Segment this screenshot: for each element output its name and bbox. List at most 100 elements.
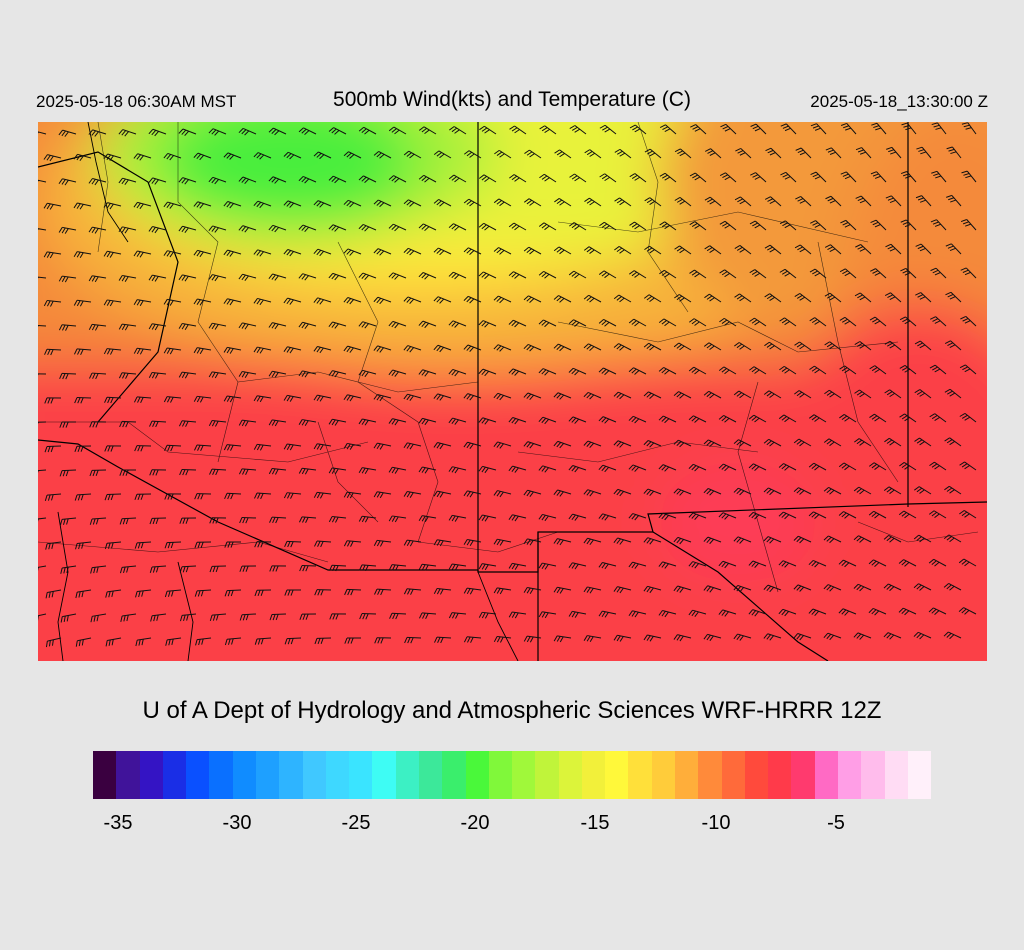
wind-barb (448, 466, 467, 474)
wind-barb (900, 219, 917, 231)
wind-barb (118, 226, 137, 234)
wind-barb (614, 148, 632, 159)
wind-barb (538, 465, 557, 473)
wind-barb (794, 293, 812, 303)
colorbar-swatch (93, 751, 117, 799)
wind-barb (886, 146, 902, 159)
wind-barb (719, 317, 737, 327)
wind-barb (569, 125, 587, 135)
wind-barb (478, 417, 497, 425)
wind-barb (553, 489, 572, 497)
wind-barb (298, 516, 317, 523)
wind-barb (960, 267, 977, 279)
wind-barb (719, 220, 737, 231)
wind-barb (778, 608, 797, 617)
wind-barb (403, 588, 422, 595)
wind-barb (689, 221, 707, 231)
wind-barb (913, 534, 932, 543)
wind-barb (583, 635, 602, 643)
wind-barb (839, 268, 857, 279)
wind-barb (763, 536, 782, 544)
wind-barb (313, 345, 332, 354)
wind-barb (690, 124, 707, 135)
model-credit: U of A Dept of Hydrology and Atmospheric… (142, 697, 882, 724)
wind-barb (734, 245, 752, 255)
wind-barb (688, 366, 707, 375)
wind-barb (899, 316, 917, 327)
wind-barb (884, 437, 902, 447)
wind-barb (946, 194, 962, 207)
wind-barb (870, 219, 887, 231)
wind-barb (659, 124, 677, 135)
wind-barb (538, 562, 557, 570)
wind-barb (389, 612, 407, 620)
wind-barb (224, 637, 242, 646)
wind-barb (418, 563, 437, 571)
wind-barb (268, 468, 287, 475)
wind-barb (358, 175, 377, 184)
wind-barb (823, 632, 842, 641)
wind-barb (194, 589, 212, 597)
wind-barb (944, 437, 962, 447)
wind-barb (673, 488, 692, 496)
wind-barb (583, 391, 602, 400)
wind-barb (658, 561, 677, 569)
wind-barb (523, 489, 542, 498)
wind-barb (943, 631, 962, 640)
wind-barb (568, 465, 587, 473)
wind-barb (43, 300, 62, 307)
wind-barb (89, 517, 107, 525)
wind-barb (38, 421, 47, 425)
wind-barb (434, 636, 452, 644)
wind-barb (178, 274, 197, 282)
wind-barb (914, 389, 932, 399)
wind-barb (854, 341, 872, 351)
wind-barb (598, 513, 617, 521)
wind-barb (853, 486, 872, 495)
wind-barb (150, 613, 167, 622)
wind-barb (73, 348, 92, 355)
wind-barb (148, 323, 167, 331)
wind-barb (329, 613, 347, 620)
wind-barb (75, 637, 92, 647)
wind-barb (599, 124, 617, 135)
wind-barb (808, 608, 827, 617)
wind-barb (553, 635, 572, 643)
wind-barb (478, 222, 497, 231)
wind-barb (733, 633, 752, 641)
wind-barb (314, 637, 332, 645)
wind-barb (720, 123, 737, 135)
colorbar-swatch (302, 751, 326, 799)
wind-barb (89, 421, 107, 428)
wind-barb (823, 486, 842, 495)
wind-barb (119, 469, 137, 476)
wind-barb (508, 319, 527, 328)
wind-barb (853, 535, 872, 543)
wind-barb (719, 269, 737, 279)
wind-barb (44, 445, 62, 453)
wind-barb (629, 270, 647, 279)
colorbar-swatch (744, 751, 769, 799)
wind-barb (343, 297, 362, 305)
wind-barb (569, 173, 587, 183)
wind-barb (179, 565, 197, 573)
wind-barb (388, 223, 407, 232)
wind-barb (958, 607, 977, 615)
wind-barb (718, 609, 737, 617)
wind-barb (404, 636, 422, 644)
wind-barb (463, 247, 482, 255)
colorbar-swatch (372, 751, 396, 799)
wind-barb (959, 412, 977, 423)
wind-barbs (38, 122, 977, 648)
wind-barb (163, 201, 182, 209)
wind-barb (298, 127, 317, 135)
wind-barb (343, 442, 362, 450)
colorbar-swatch (628, 751, 652, 799)
wind-barb (388, 515, 407, 523)
wind-barb (133, 250, 152, 258)
wind-barb (704, 148, 722, 159)
wind-barb (628, 561, 647, 569)
wind-barb (554, 149, 572, 159)
wind-barb (914, 486, 932, 495)
wind-barb (253, 200, 272, 209)
